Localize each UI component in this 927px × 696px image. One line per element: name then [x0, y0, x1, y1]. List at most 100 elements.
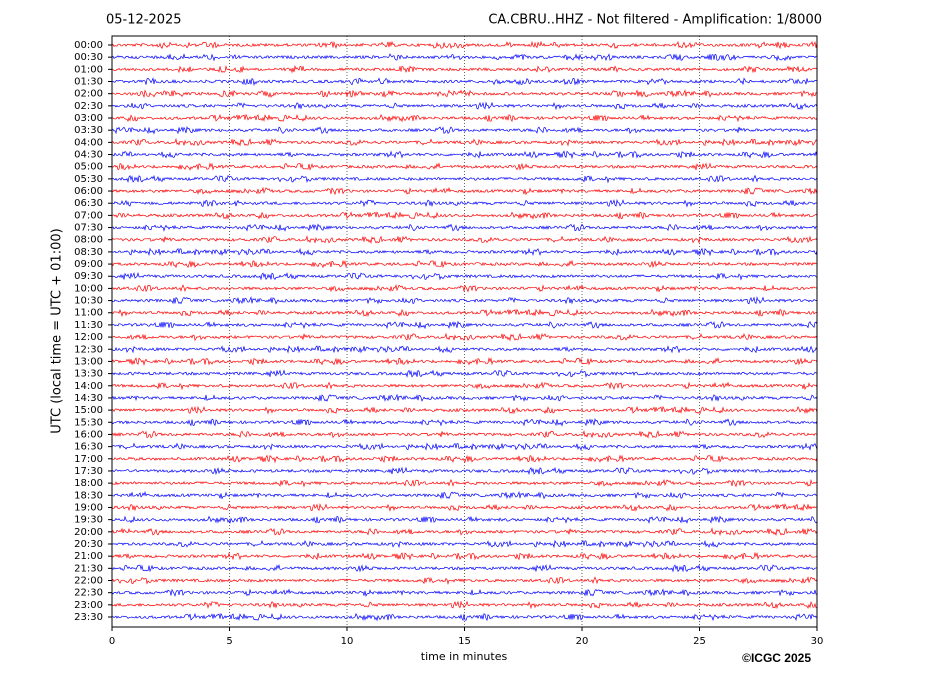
trace — [111, 442, 818, 451]
y-tick-label: 21:30 — [74, 563, 103, 574]
y-axis-label: UTC (local time = UTC + 01:00) — [50, 228, 65, 433]
y-tick-label: 06:30 — [74, 198, 103, 209]
y-tick-label: 17:00 — [74, 454, 103, 465]
y-tick-label: 05:30 — [74, 174, 103, 185]
trace — [111, 247, 818, 257]
y-tick-label: 06:00 — [74, 186, 103, 197]
trace — [111, 235, 818, 245]
y-tick-label: 22:00 — [74, 575, 103, 586]
y-tick-label: 07:30 — [74, 223, 103, 234]
y-tick-label: 16:30 — [74, 442, 103, 453]
y-tick-label: 15:30 — [74, 417, 103, 428]
trace — [111, 491, 818, 500]
y-tick-label: 18:00 — [74, 478, 103, 489]
y-tick-label: 22:30 — [74, 588, 103, 599]
trace — [111, 600, 818, 610]
y-tick-label: 10:00 — [74, 283, 103, 294]
y-tick-label: 15:00 — [74, 405, 103, 416]
trace — [111, 563, 818, 573]
copyright: ©ICGC 2025 — [742, 651, 811, 665]
date-label: 05-12-2025 — [106, 13, 182, 28]
y-tick-label: 23:00 — [74, 600, 103, 611]
y-tick-label: 08:30 — [74, 247, 103, 258]
y-tick-label: 01:30 — [74, 77, 103, 88]
trace — [111, 137, 818, 147]
y-tick-label: 21:00 — [74, 551, 103, 562]
y-tick-label: 04:30 — [74, 150, 103, 161]
trace — [111, 369, 818, 378]
trace — [111, 454, 818, 464]
x-axis-label: time in minutes — [421, 650, 508, 663]
x-tick-label: 15 — [458, 636, 471, 647]
x-tick-label: 25 — [693, 636, 706, 647]
y-tick-label: 20:30 — [74, 539, 103, 550]
y-tick-label: 11:30 — [74, 320, 103, 331]
y-tick-label: 13:00 — [74, 356, 103, 367]
trace — [111, 503, 818, 512]
trace — [111, 40, 818, 50]
trace — [111, 393, 818, 402]
trace — [111, 478, 818, 488]
trace — [111, 284, 818, 293]
trace — [111, 89, 818, 99]
y-tick-label: 09:00 — [74, 259, 103, 270]
y-tick-label: 07:00 — [74, 210, 103, 221]
y-tick-label: 01:00 — [74, 64, 103, 75]
plot-area — [111, 36, 818, 627]
trace — [111, 418, 818, 427]
trace — [111, 588, 818, 597]
y-tick-label: 19:30 — [74, 515, 103, 526]
y-tick-label: 12:00 — [74, 332, 103, 343]
trace — [111, 271, 818, 281]
trace — [111, 211, 818, 220]
trace — [111, 53, 818, 62]
trace — [111, 126, 818, 135]
y-tick-label: 09:30 — [74, 271, 103, 282]
chart-title: CA.CBRU..HHZ - Not filtered - Amplificat… — [488, 13, 822, 28]
y-tick-label: 14:00 — [74, 381, 103, 392]
trace — [111, 223, 818, 232]
y-tick-label: 12:30 — [74, 344, 103, 355]
x-tick-label: 30 — [811, 636, 824, 647]
trace — [111, 527, 818, 537]
y-tick-label: 13:30 — [74, 369, 103, 380]
x-tick-label: 10 — [341, 636, 354, 647]
trace — [112, 198, 818, 208]
y-tick-label: 03:00 — [74, 113, 103, 124]
y-tick-label: 23:30 — [74, 612, 103, 623]
y-tick-label: 00:00 — [74, 40, 103, 51]
trace — [111, 101, 818, 111]
trace — [111, 259, 818, 269]
trace — [111, 576, 818, 586]
y-tick-label: 08:00 — [74, 235, 103, 246]
trace — [111, 320, 818, 330]
trace — [111, 332, 818, 342]
y-tick-label: 05:00 — [74, 162, 103, 173]
y-tick-label: 20:00 — [74, 527, 103, 538]
y-tick-label: 04:00 — [74, 137, 103, 148]
y-tick-label: 03:30 — [74, 125, 103, 136]
trace — [111, 429, 818, 439]
trace — [111, 296, 818, 305]
y-tick-label: 00:30 — [74, 52, 103, 63]
trace — [111, 381, 818, 391]
x-tick-label: 5 — [226, 636, 232, 647]
trace — [111, 162, 818, 171]
trace — [111, 150, 818, 160]
plot-frame — [111, 35, 818, 628]
trace — [111, 308, 818, 318]
trace — [111, 345, 818, 354]
y-tick-label: 02:30 — [74, 101, 103, 112]
y-tick-label: 14:30 — [74, 393, 103, 404]
trace — [111, 405, 818, 415]
trace — [111, 64, 818, 74]
y-tick-label: 19:00 — [74, 502, 103, 513]
trace — [111, 551, 818, 561]
trace — [111, 612, 818, 622]
y-tick-label: 18:30 — [74, 490, 103, 501]
trace — [111, 515, 818, 524]
y-tick-label: 17:30 — [74, 466, 103, 477]
trace — [112, 539, 818, 549]
y-tick-label: 16:00 — [74, 429, 103, 440]
